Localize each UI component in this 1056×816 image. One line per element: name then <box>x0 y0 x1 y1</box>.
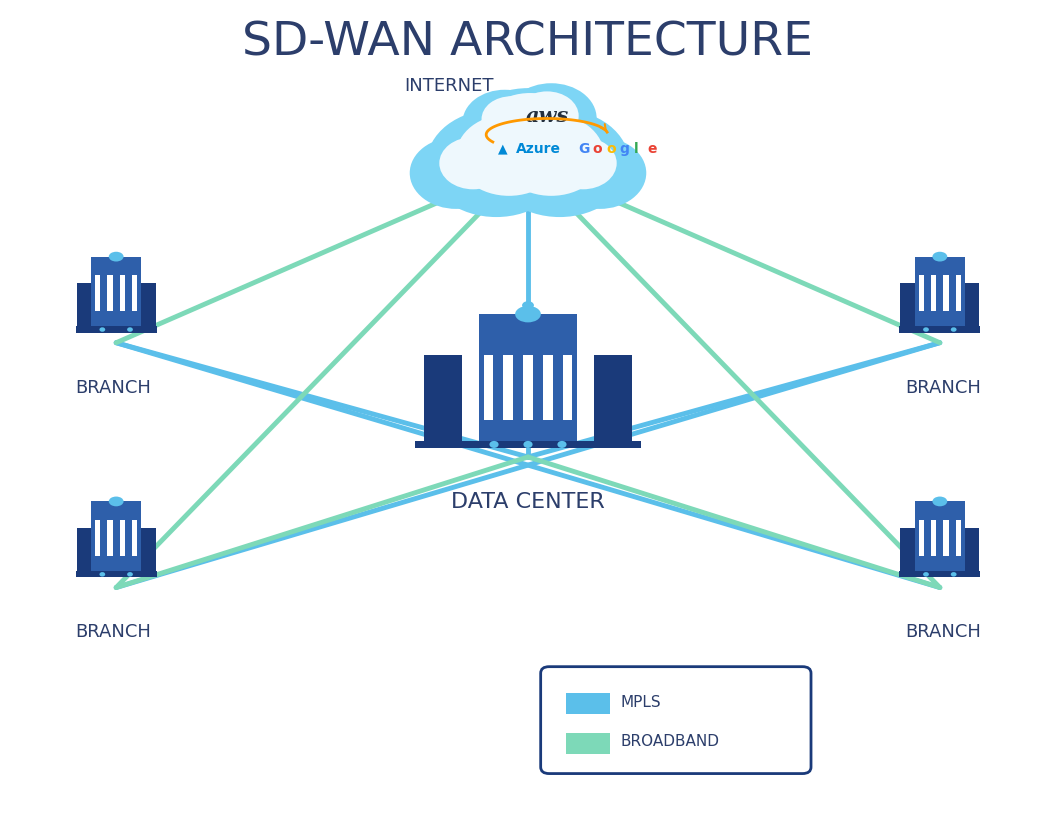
Circle shape <box>410 137 503 209</box>
Circle shape <box>558 441 567 448</box>
Ellipse shape <box>932 252 947 261</box>
Text: DATA CENTER: DATA CENTER <box>451 492 605 512</box>
Text: aws: aws <box>526 106 568 126</box>
Ellipse shape <box>522 301 534 309</box>
FancyBboxPatch shape <box>919 520 924 556</box>
Circle shape <box>99 572 106 577</box>
FancyBboxPatch shape <box>959 283 979 326</box>
FancyBboxPatch shape <box>943 275 948 311</box>
Circle shape <box>427 109 566 217</box>
Circle shape <box>524 441 532 448</box>
Text: Azure: Azure <box>516 141 561 156</box>
FancyBboxPatch shape <box>543 355 552 420</box>
Circle shape <box>482 96 541 142</box>
Text: e: e <box>647 141 657 156</box>
Text: BRANCH: BRANCH <box>75 623 151 641</box>
FancyBboxPatch shape <box>92 501 140 571</box>
Circle shape <box>463 90 547 155</box>
Text: o: o <box>606 141 616 156</box>
Text: o: o <box>592 141 602 156</box>
FancyBboxPatch shape <box>132 520 137 556</box>
FancyBboxPatch shape <box>132 275 137 311</box>
FancyBboxPatch shape <box>423 355 463 441</box>
FancyBboxPatch shape <box>900 326 980 333</box>
FancyBboxPatch shape <box>108 520 113 556</box>
Text: BRANCH: BRANCH <box>75 379 151 397</box>
FancyBboxPatch shape <box>119 275 125 311</box>
FancyBboxPatch shape <box>523 355 533 420</box>
Circle shape <box>515 91 579 140</box>
FancyBboxPatch shape <box>76 326 156 333</box>
Text: BRANCH: BRANCH <box>905 623 981 641</box>
FancyBboxPatch shape <box>95 520 100 556</box>
Circle shape <box>490 109 629 217</box>
FancyBboxPatch shape <box>478 314 578 441</box>
FancyBboxPatch shape <box>92 256 140 326</box>
Circle shape <box>489 441 498 448</box>
Circle shape <box>439 137 507 189</box>
Circle shape <box>127 572 133 577</box>
Circle shape <box>553 137 646 209</box>
FancyBboxPatch shape <box>916 501 964 571</box>
Ellipse shape <box>932 497 947 506</box>
FancyBboxPatch shape <box>919 275 924 311</box>
FancyBboxPatch shape <box>108 275 113 311</box>
FancyBboxPatch shape <box>943 520 948 556</box>
FancyBboxPatch shape <box>415 441 641 448</box>
FancyBboxPatch shape <box>956 275 961 311</box>
FancyBboxPatch shape <box>119 520 125 556</box>
FancyBboxPatch shape <box>563 355 572 420</box>
Circle shape <box>456 114 562 196</box>
Circle shape <box>506 83 597 153</box>
Circle shape <box>923 327 929 332</box>
FancyBboxPatch shape <box>566 733 610 754</box>
Circle shape <box>460 88 596 193</box>
Text: SD-WAN ARCHITECTURE: SD-WAN ARCHITECTURE <box>243 20 813 65</box>
Text: INTERNET: INTERNET <box>404 77 493 95</box>
FancyBboxPatch shape <box>566 694 610 715</box>
FancyBboxPatch shape <box>593 355 633 441</box>
FancyBboxPatch shape <box>916 256 964 326</box>
Circle shape <box>498 114 604 196</box>
FancyBboxPatch shape <box>901 528 921 571</box>
Circle shape <box>549 137 617 189</box>
FancyBboxPatch shape <box>484 355 493 420</box>
Ellipse shape <box>109 252 124 261</box>
Circle shape <box>923 572 929 577</box>
Circle shape <box>99 327 106 332</box>
Text: G: G <box>579 141 590 156</box>
Text: g: g <box>620 141 629 156</box>
FancyBboxPatch shape <box>931 275 937 311</box>
FancyBboxPatch shape <box>956 520 961 556</box>
Text: BROADBAND: BROADBAND <box>621 734 720 749</box>
FancyBboxPatch shape <box>95 275 100 311</box>
FancyBboxPatch shape <box>76 571 156 578</box>
Ellipse shape <box>109 497 124 506</box>
FancyBboxPatch shape <box>135 283 155 326</box>
FancyBboxPatch shape <box>901 283 921 326</box>
Text: BRANCH: BRANCH <box>905 379 981 397</box>
Text: l: l <box>634 141 638 156</box>
FancyBboxPatch shape <box>77 283 97 326</box>
Ellipse shape <box>515 306 541 322</box>
Text: ▲: ▲ <box>497 142 508 155</box>
FancyBboxPatch shape <box>504 355 513 420</box>
Text: MPLS: MPLS <box>621 694 661 710</box>
FancyBboxPatch shape <box>959 528 979 571</box>
FancyBboxPatch shape <box>77 528 97 571</box>
FancyBboxPatch shape <box>135 528 155 571</box>
FancyBboxPatch shape <box>931 520 937 556</box>
Circle shape <box>950 327 957 332</box>
FancyBboxPatch shape <box>541 667 811 774</box>
FancyBboxPatch shape <box>900 571 980 578</box>
Circle shape <box>127 327 133 332</box>
Circle shape <box>479 93 581 171</box>
Circle shape <box>950 572 957 577</box>
